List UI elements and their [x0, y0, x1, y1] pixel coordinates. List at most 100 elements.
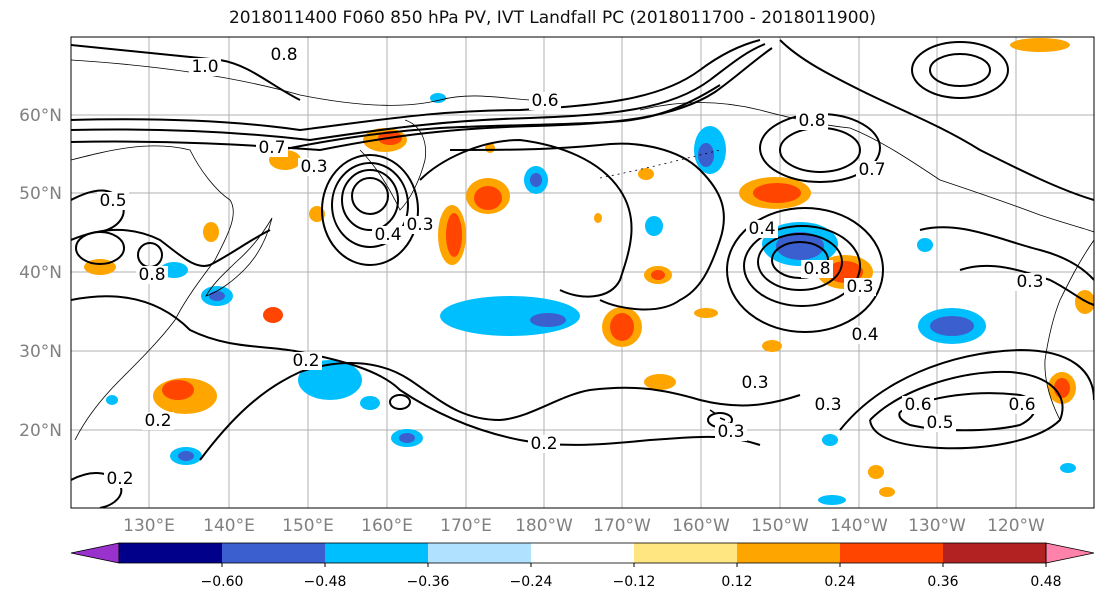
contour-label: 0.4: [374, 225, 401, 245]
positive-anomaly-8: [644, 266, 672, 284]
contour-label: 0.7: [258, 138, 285, 158]
contour-label-bg: [104, 470, 136, 488]
contour-pacific-04: [419, 138, 633, 298]
colorbar-tick-label: −0.36: [407, 574, 450, 590]
negative-anomaly-7: [170, 447, 202, 465]
positive-anomaly-14: [263, 307, 283, 323]
contour-label: 0.3: [300, 157, 327, 177]
contour-label-bg: [529, 92, 561, 110]
contour-label-bg: [856, 161, 888, 179]
colorbar-tick-label: 0.24: [824, 574, 855, 590]
contour-gulf-low-2: [757, 233, 844, 291]
contour-label-bg: [298, 158, 330, 176]
contour-labels: 1.00.80.70.50.30.80.60.40.30.20.20.20.30…: [97, 45, 1046, 489]
latitude-label: 50°N: [19, 184, 62, 204]
contour-jet-4: [279, 84, 721, 151]
contour-label-bg: [844, 278, 876, 296]
contour-label-bg: [290, 352, 322, 370]
contour-label: 0.8: [798, 111, 825, 131]
longitude-label: 160°E: [361, 516, 413, 536]
contour-alaska-1: [779, 127, 862, 173]
contour-label: 0.3: [1016, 272, 1043, 292]
contour-label-bg: [1014, 273, 1046, 291]
colorbar-tick-label: 0.12: [721, 574, 752, 590]
colorbar-segment: [428, 543, 532, 563]
colorbar-tick-label: −0.48: [304, 574, 347, 590]
map-frame: [70, 36, 1095, 509]
positive-anomaly-3: [466, 178, 510, 214]
contour-jet-1: [71, 39, 761, 132]
latitude-label: 40°N: [19, 263, 62, 283]
contour-small-2: [707, 412, 734, 428]
negative-anomaly-2: [762, 222, 838, 266]
contour-mid-3: [75, 231, 126, 265]
contour-jet-3: [71, 47, 773, 152]
map-content: 1.00.80.70.50.30.80.60.40.30.20.20.20.30…: [71, 37, 1094, 508]
colorbar-tick-label: 0.36: [927, 574, 958, 590]
longitude-label: 130°E: [123, 516, 175, 536]
kamchatka-coastline: [359, 119, 427, 211]
negative-anomaly-12: [917, 238, 933, 252]
contour-mid-4: [137, 242, 164, 268]
contour-label: 0.3: [741, 373, 768, 393]
contour-bc-2: [911, 41, 1010, 99]
positive-anomaly-22: [1010, 38, 1070, 52]
contour-east-1: [919, 226, 1094, 281]
contour-label: 0.4: [851, 325, 878, 345]
contour-label: 0.2: [106, 469, 133, 489]
contour-label: 0.2: [530, 434, 557, 454]
colorbar-tick-label: −0.24: [510, 574, 553, 590]
contour-label-bg: [256, 139, 288, 157]
colorbar-tick-label: −0.60: [201, 574, 244, 590]
colorbar-segment: [119, 543, 223, 563]
latitude-label: 60°N: [19, 106, 62, 126]
contour-label-bg: [812, 396, 844, 414]
contour-label-bg: [97, 192, 129, 210]
contour-label: 0.6: [1008, 395, 1035, 415]
contour-east-2: [959, 264, 1094, 306]
contour-gulf-low-4: [726, 207, 885, 333]
longitude-label: 170°W: [593, 516, 651, 536]
coastlines: [71, 59, 1094, 441]
contour-label: 0.2: [144, 411, 171, 431]
colorbar-tick-label: −0.12: [613, 574, 656, 590]
longitude-label: 160°W: [672, 516, 730, 536]
contour-subtropical-1: [869, 370, 1064, 450]
longitude-label: 150°E: [282, 516, 334, 536]
contour-low-center-1: [351, 177, 390, 215]
contour-label-bg: [746, 220, 778, 238]
colorbar-extend-low: [70, 542, 120, 564]
contour-label-bg: [136, 266, 168, 284]
contour-low-center-2: [341, 169, 400, 231]
contour-label-bg: [924, 414, 956, 432]
longitude-label: 140°W: [830, 516, 888, 536]
negative-anomaly-14: [430, 93, 446, 103]
negative-anomaly-11: [360, 396, 380, 410]
positive-anomaly-16: [694, 308, 718, 318]
contour-low-center-3: [331, 162, 410, 248]
latitude-labels: 60°N 50°N 40°N 30°N 20°N: [19, 106, 62, 441]
positive-anomaly-6: [602, 307, 642, 347]
contour-label-bg: [849, 326, 881, 344]
alaska-coastline: [639, 102, 1094, 233]
colorbar: [70, 542, 1095, 564]
positive-anomaly-12: [203, 222, 219, 242]
longitude-label: 140°E: [203, 516, 255, 536]
contour-mid-1: [449, 142, 725, 311]
siberia-coastline: [71, 59, 531, 106]
contour-label-bg: [142, 412, 174, 430]
contour-label: 0.8: [803, 259, 830, 279]
negative-anomaly-3: [694, 126, 726, 174]
colorbar-tick-label: 0.48: [1030, 574, 1061, 590]
contour-label-bg: [739, 374, 771, 392]
latitude-label: 30°N: [19, 342, 62, 362]
contour-label: 0.3: [406, 215, 433, 235]
colorbar-segment: [737, 543, 841, 563]
positive-anomaly-21: [879, 487, 895, 497]
contour-label-bg: [902, 396, 934, 414]
contour-alaska-2: [759, 113, 882, 183]
colorbar-outline: [118, 542, 1047, 564]
negative-anomaly-6: [391, 429, 423, 447]
negative-anomaly-4: [918, 308, 986, 344]
